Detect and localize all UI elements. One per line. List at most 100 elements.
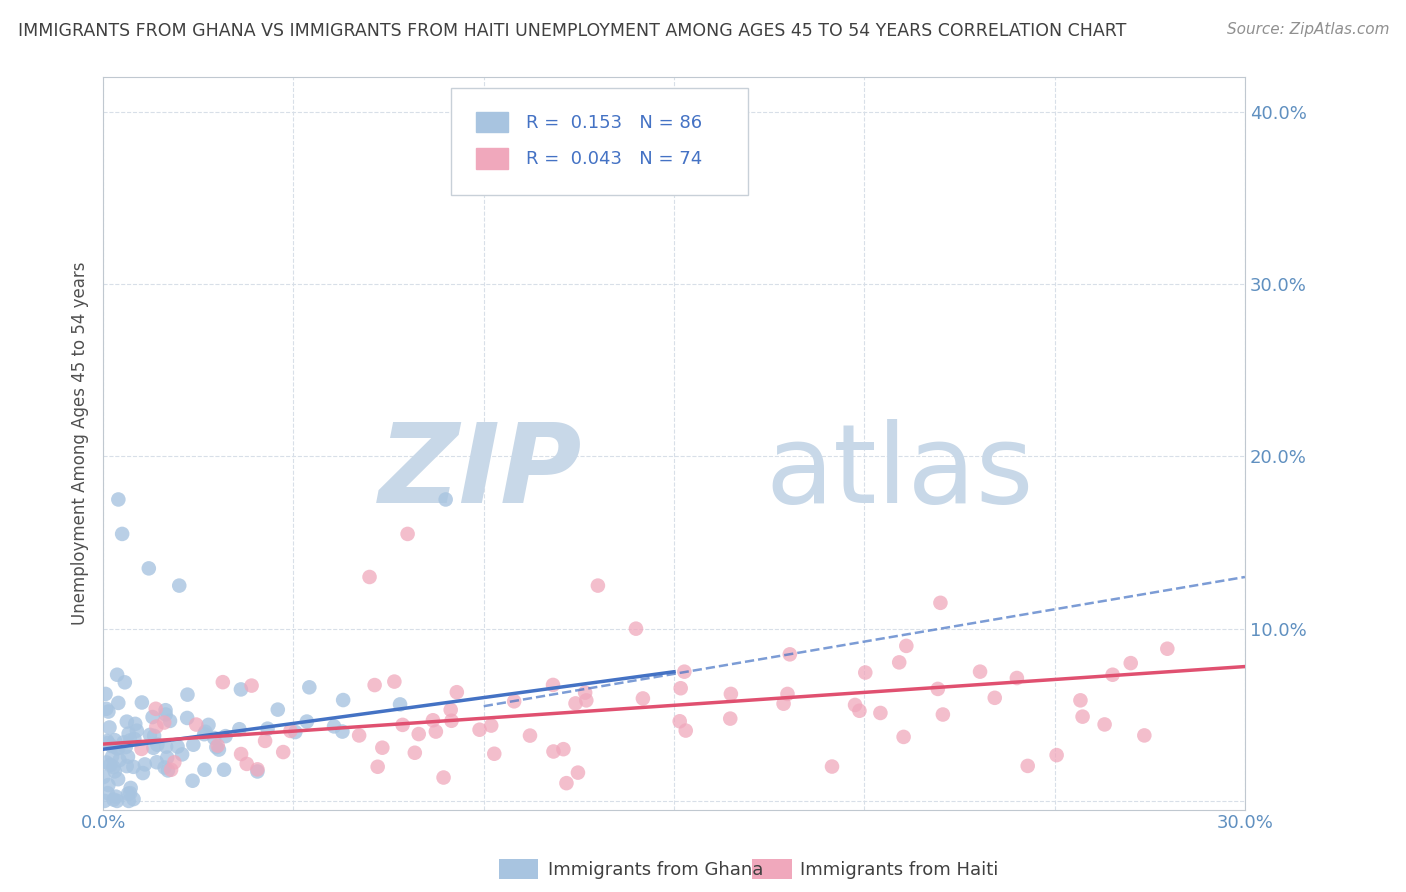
Y-axis label: Unemployment Among Ages 45 to 54 years: Unemployment Among Ages 45 to 54 years xyxy=(72,261,89,625)
Point xyxy=(138,561,160,575)
Point xyxy=(211,675,233,690)
Point xyxy=(408,727,430,741)
Point xyxy=(229,682,252,697)
Point xyxy=(205,740,228,755)
Point xyxy=(371,740,394,755)
Point xyxy=(1046,748,1069,763)
Point xyxy=(131,742,153,756)
Point xyxy=(159,714,181,728)
Point xyxy=(105,794,128,808)
Point xyxy=(668,714,690,729)
Point xyxy=(115,714,138,729)
Text: Immigrants from Ghana: Immigrants from Ghana xyxy=(548,861,763,879)
Point xyxy=(156,750,179,764)
Point xyxy=(155,707,177,722)
Point xyxy=(1094,717,1116,731)
Point xyxy=(271,745,294,759)
Point xyxy=(105,741,128,756)
Point xyxy=(235,756,257,771)
Point xyxy=(298,681,321,695)
Point xyxy=(228,723,250,737)
Point xyxy=(347,729,370,743)
Point xyxy=(434,492,457,507)
Point xyxy=(574,685,596,699)
Point xyxy=(853,665,876,680)
Point xyxy=(114,675,136,690)
Point xyxy=(844,698,866,712)
Point xyxy=(389,698,412,712)
Point xyxy=(132,766,155,780)
Point xyxy=(103,760,125,774)
Point xyxy=(776,687,799,701)
Point xyxy=(631,691,654,706)
Point xyxy=(929,596,952,610)
Point xyxy=(983,690,1005,705)
Point xyxy=(104,789,127,804)
Point xyxy=(98,721,121,735)
Point xyxy=(104,733,127,747)
Text: ZIP: ZIP xyxy=(380,419,582,526)
Point xyxy=(927,681,949,696)
Point xyxy=(207,739,229,753)
Point xyxy=(197,718,219,732)
Point xyxy=(440,703,463,717)
Point xyxy=(396,527,419,541)
Point xyxy=(1069,693,1091,707)
Point xyxy=(280,723,302,738)
Point xyxy=(432,771,454,785)
Text: R =  0.043   N = 74: R = 0.043 N = 74 xyxy=(526,151,702,169)
Point xyxy=(553,742,575,756)
Point xyxy=(821,759,844,773)
Point xyxy=(1133,728,1156,742)
Point xyxy=(896,639,918,653)
Point xyxy=(669,681,692,696)
Point xyxy=(155,739,177,754)
Point xyxy=(134,757,156,772)
Point xyxy=(111,527,134,541)
Point xyxy=(176,688,198,702)
Point xyxy=(284,725,307,739)
Point xyxy=(97,705,120,719)
Point xyxy=(107,696,129,710)
Point xyxy=(125,723,148,738)
Text: Immigrants from Haiti: Immigrants from Haiti xyxy=(800,861,998,879)
Point xyxy=(124,717,146,731)
Point xyxy=(246,763,269,777)
FancyBboxPatch shape xyxy=(477,112,509,132)
Point xyxy=(295,714,318,729)
Point xyxy=(115,759,138,773)
Point xyxy=(98,758,121,772)
Point xyxy=(541,678,564,692)
Point xyxy=(212,763,235,777)
Point xyxy=(214,729,236,743)
Point xyxy=(105,667,128,681)
Point xyxy=(176,711,198,725)
Point xyxy=(160,763,183,777)
Point xyxy=(101,749,124,764)
Point xyxy=(142,740,165,755)
Point xyxy=(555,776,578,790)
Text: atlas: atlas xyxy=(765,419,1033,526)
Point xyxy=(332,724,354,739)
Point xyxy=(107,492,129,507)
Point xyxy=(97,778,120,792)
Point xyxy=(120,733,142,747)
Point xyxy=(117,787,139,801)
Point xyxy=(363,678,385,692)
Point xyxy=(404,746,426,760)
Point xyxy=(117,726,139,740)
Point xyxy=(1071,709,1094,723)
Point xyxy=(167,579,190,593)
Point xyxy=(256,722,278,736)
Text: R =  0.153   N = 86: R = 0.153 N = 86 xyxy=(526,114,702,132)
Point xyxy=(145,756,167,770)
Point xyxy=(156,764,179,778)
Point xyxy=(145,720,167,734)
Point xyxy=(108,753,131,767)
Point xyxy=(468,723,491,737)
Point xyxy=(94,687,117,701)
Point xyxy=(93,770,115,784)
Point xyxy=(503,694,526,708)
Point xyxy=(267,703,290,717)
Point xyxy=(104,764,127,779)
